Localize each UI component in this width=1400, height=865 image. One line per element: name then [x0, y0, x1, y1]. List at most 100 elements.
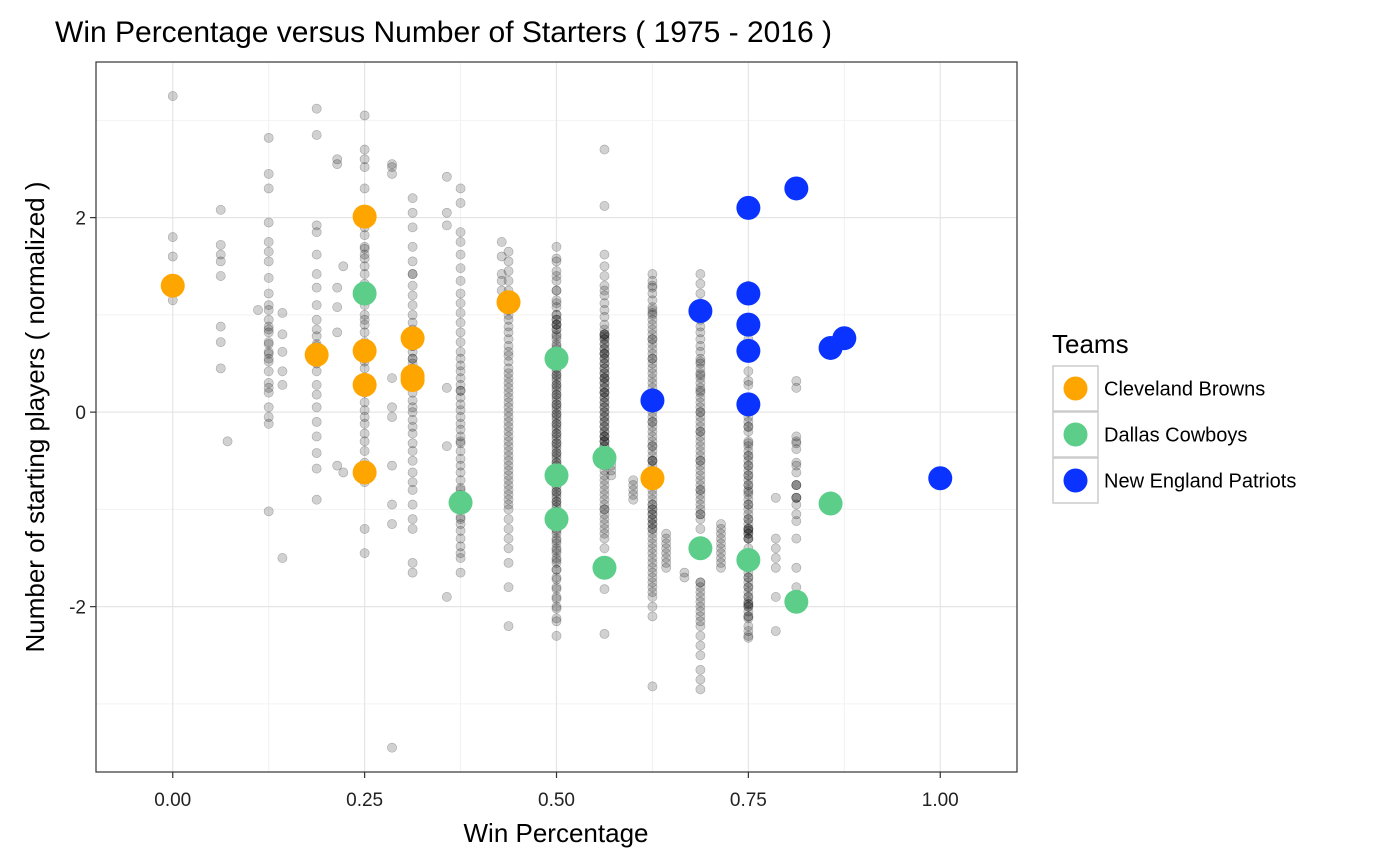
- background-point: [695, 407, 706, 418]
- point-dallas-cowboys: [784, 589, 809, 614]
- background-point: [743, 421, 754, 432]
- background-point: [407, 523, 418, 534]
- legend-label-new-england-patriots: New England Patriots: [1104, 471, 1296, 493]
- background-point: [647, 319, 658, 330]
- background-point: [695, 412, 706, 422]
- background-point: [647, 295, 658, 306]
- background-point: [551, 395, 562, 406]
- background-point: [695, 674, 706, 685]
- background-point: [647, 288, 658, 299]
- background-point: [647, 514, 658, 525]
- background-point: [695, 485, 706, 495]
- background-point: [263, 256, 274, 267]
- background-point: [263, 418, 274, 429]
- background-point: [551, 380, 562, 390]
- background-point: [599, 519, 610, 529]
- background-point: [647, 504, 658, 515]
- background-point: [551, 553, 562, 563]
- background-point: [503, 485, 514, 495]
- background-point: [455, 514, 466, 525]
- background-point: [311, 331, 322, 342]
- background-point: [263, 346, 274, 357]
- background-point: [743, 596, 754, 607]
- background-point: [551, 380, 562, 390]
- background-point: [647, 373, 658, 383]
- background-point: [503, 402, 514, 413]
- background-point: [743, 460, 754, 471]
- background-point: [599, 382, 610, 393]
- background-point: [743, 446, 754, 456]
- background-point: [647, 587, 658, 597]
- background-point: [551, 266, 562, 277]
- background-point: [455, 353, 466, 364]
- background-point: [695, 368, 706, 379]
- background-point: [743, 380, 754, 390]
- background-point: [695, 684, 706, 695]
- background-point: [647, 334, 658, 345]
- background-point: [503, 334, 514, 345]
- background-point: [647, 280, 658, 291]
- background-point: [599, 480, 610, 490]
- background-point: [647, 533, 658, 544]
- background-point: [455, 431, 466, 442]
- background-point: [743, 611, 754, 622]
- background-point: [455, 237, 466, 247]
- background-point: [647, 353, 658, 364]
- background-point: [455, 399, 466, 410]
- background-point: [407, 241, 418, 252]
- background-point: [647, 426, 658, 437]
- background-point: [599, 329, 610, 340]
- background-point: [695, 387, 706, 398]
- point-new-england-patriots: [736, 195, 761, 220]
- background-point: [695, 509, 706, 520]
- background-point: [503, 494, 514, 505]
- background-point: [695, 596, 706, 607]
- background-point: [441, 171, 452, 182]
- background-point: [503, 543, 514, 554]
- background-point: [407, 485, 418, 495]
- background-point: [455, 446, 466, 456]
- background-point: [277, 553, 288, 563]
- background-point: [695, 426, 706, 437]
- background-point: [359, 446, 370, 456]
- background-point: [647, 567, 658, 578]
- background-point: [359, 405, 370, 416]
- background-point: [661, 553, 672, 563]
- background-point: [551, 241, 562, 252]
- background-point: [338, 261, 349, 272]
- background-point: [695, 356, 706, 367]
- background-point: [647, 455, 658, 466]
- background-point: [647, 523, 658, 534]
- background-point: [263, 412, 274, 422]
- background-point: [551, 564, 562, 575]
- background-point: [551, 538, 562, 549]
- background-point: [599, 261, 610, 272]
- background-point: [661, 562, 672, 573]
- background-point: [551, 545, 562, 556]
- background-point: [743, 441, 754, 452]
- background-point: [599, 431, 610, 442]
- background-point: [743, 489, 754, 500]
- background-point: [743, 611, 754, 622]
- background-point: [695, 288, 706, 299]
- point-new-england-patriots: [736, 312, 761, 337]
- background-point: [743, 601, 754, 612]
- background-point: [407, 407, 418, 418]
- background-point: [277, 366, 288, 377]
- background-point: [695, 650, 706, 661]
- background-point: [503, 346, 514, 357]
- background-point: [407, 438, 418, 449]
- background-point: [387, 402, 397, 413]
- background-point: [695, 577, 706, 588]
- background-point: [455, 366, 466, 377]
- background-point: [695, 640, 706, 651]
- grid: [96, 62, 1017, 772]
- background-point: [263, 327, 274, 338]
- background-point: [791, 460, 802, 471]
- background-point: [695, 455, 706, 466]
- background-point: [455, 460, 466, 471]
- background-point: [551, 415, 562, 425]
- background-point: [695, 616, 706, 627]
- background-point: [503, 350, 514, 361]
- background-point: [551, 389, 562, 400]
